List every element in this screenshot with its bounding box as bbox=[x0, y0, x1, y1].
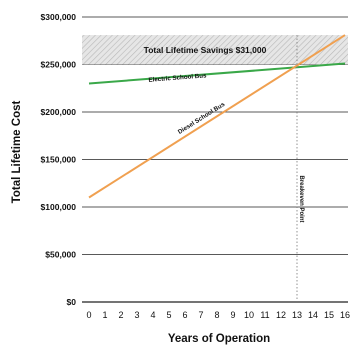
y-tick-label: $200,000 bbox=[41, 107, 77, 117]
x-tick-label: 0 bbox=[86, 310, 91, 320]
series-line bbox=[88, 34, 346, 199]
x-tick-label: 4 bbox=[150, 310, 155, 320]
y-tick-label: $150,000 bbox=[41, 155, 77, 165]
series-label: Electric School Bus bbox=[148, 72, 207, 84]
x-tick-label: 3 bbox=[134, 310, 139, 320]
x-tick-label: 14 bbox=[308, 310, 318, 320]
x-tick-label: 9 bbox=[230, 310, 235, 320]
y-axis-ticks: $0 $50,000 $100,000 $150,000 $200,000 $250,00… bbox=[41, 12, 77, 307]
x-tick-label: 6 bbox=[182, 310, 187, 320]
y-axis-label: Total Lifetime Cost bbox=[11, 101, 23, 204]
savings-band bbox=[82, 35, 348, 65]
series-label: Diesel School Bus bbox=[177, 101, 227, 136]
x-tick-label: 11 bbox=[260, 310, 269, 320]
y-tick-label: $300,000 bbox=[41, 12, 77, 22]
y-tick-label: $250,000 bbox=[41, 60, 77, 70]
x-axis-ticks: 0 1 2 3 4 5 6 7 8 9 10 11 12 13 14 15 16 bbox=[86, 310, 350, 320]
series-line bbox=[88, 62, 346, 85]
x-axis-label: Years of Operation bbox=[168, 333, 270, 345]
x-tick-label: 8 bbox=[214, 310, 219, 320]
y-tick-label: $50,000 bbox=[45, 250, 76, 260]
x-tick-label: 15 bbox=[324, 310, 334, 320]
y-tick-label: $100,000 bbox=[41, 202, 77, 212]
x-tick-label: 2 bbox=[118, 310, 123, 320]
breakeven-label: Breakeven Point bbox=[298, 175, 304, 222]
annotations: Breakeven Point bbox=[296, 35, 304, 302]
x-tick-label: 5 bbox=[166, 310, 171, 320]
x-tick-label: 13 bbox=[292, 310, 302, 320]
y-tick-label: $0 bbox=[67, 297, 77, 307]
x-tick-label: 7 bbox=[198, 310, 203, 320]
x-tick-label: 1 bbox=[102, 310, 107, 320]
x-tick-label: 12 bbox=[276, 310, 286, 320]
x-tick-label: 16 bbox=[340, 310, 350, 320]
savings-label: Total Lifetime Savings $31,000 bbox=[144, 45, 267, 55]
savings-region: Total Lifetime Savings $31,000 bbox=[82, 35, 348, 65]
x-tick-label: 10 bbox=[244, 310, 254, 320]
